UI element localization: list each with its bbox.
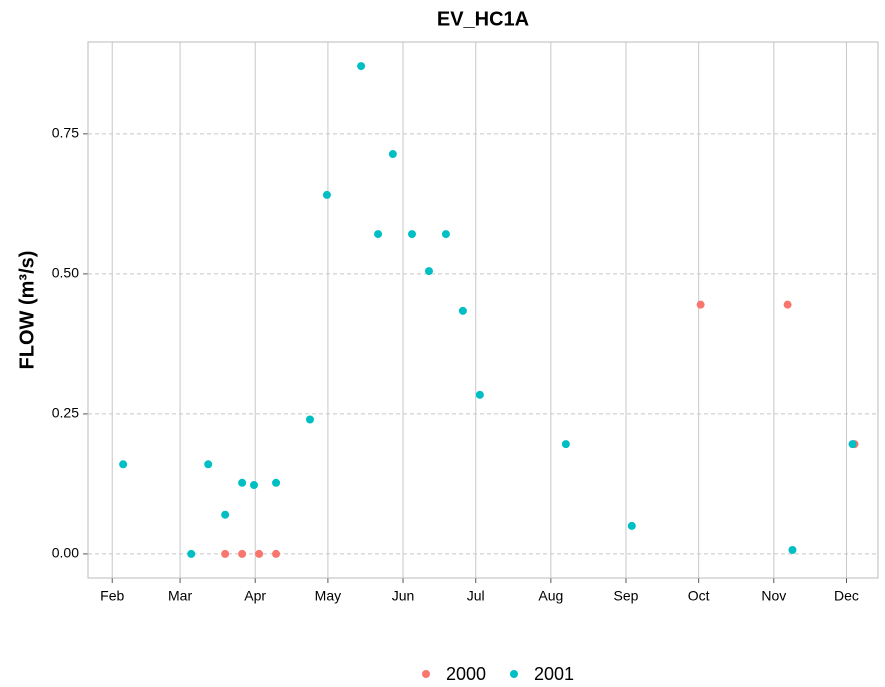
- y-tick-label: 0.25: [52, 405, 79, 421]
- point: [204, 460, 213, 469]
- point: [255, 549, 264, 558]
- point: [627, 521, 636, 530]
- point: [272, 478, 281, 487]
- legend-marker: [422, 670, 430, 678]
- point: [458, 306, 467, 315]
- y-tick-label: 0.75: [52, 125, 79, 141]
- point: [272, 549, 281, 558]
- x-tick-label: Mar: [168, 588, 192, 604]
- point: [221, 549, 230, 558]
- point: [119, 460, 128, 469]
- x-tick-label: Oct: [688, 588, 710, 604]
- point: [407, 230, 416, 239]
- x-tick-label: Sep: [614, 588, 639, 604]
- x-tick-label: Nov: [761, 588, 786, 604]
- point: [783, 300, 792, 309]
- point: [305, 415, 314, 424]
- x-tick-label: Aug: [538, 588, 563, 604]
- x-tick-label: Jun: [392, 588, 415, 604]
- point: [388, 150, 397, 159]
- point: [238, 478, 247, 487]
- point: [424, 267, 433, 276]
- x-tick-label: Apr: [244, 588, 266, 604]
- point: [187, 549, 196, 558]
- y-tick-label: 0.00: [52, 545, 79, 561]
- x-tick-label: May: [315, 588, 341, 604]
- point: [561, 440, 570, 449]
- point: [221, 510, 230, 519]
- y-tick-label: 0.50: [52, 265, 79, 281]
- legend-label: 2001: [534, 664, 574, 684]
- legend-label: 2000: [446, 664, 486, 684]
- point: [238, 549, 247, 558]
- point: [696, 300, 705, 309]
- plot-border: [87, 41, 879, 579]
- x-tick-label: Jul: [467, 588, 485, 604]
- legend-marker: [510, 670, 518, 678]
- y-axis-label: FLOW (m³/s): [16, 251, 38, 370]
- point: [848, 440, 857, 449]
- point: [249, 481, 258, 490]
- point: [788, 545, 797, 554]
- point: [322, 190, 331, 199]
- point: [374, 230, 383, 239]
- x-tick-label: Feb: [100, 588, 124, 604]
- x-tick-label: Dec: [834, 588, 859, 604]
- point: [441, 230, 450, 239]
- point: [357, 62, 366, 71]
- chart-title: EV_HC1A: [437, 8, 529, 30]
- point: [475, 390, 484, 399]
